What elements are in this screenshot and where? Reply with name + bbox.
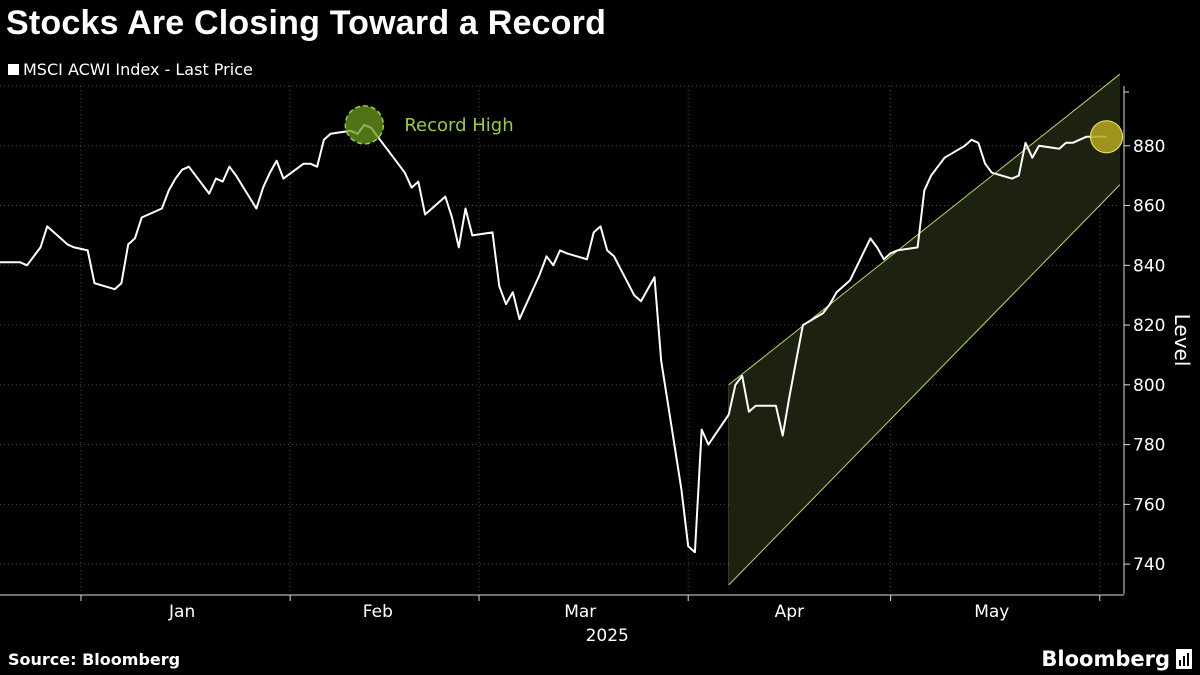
legend-swatch xyxy=(8,64,19,75)
y-tick-label: 840 xyxy=(1133,256,1165,276)
y-tick-label: 860 xyxy=(1133,197,1165,217)
y-tick-label: 820 xyxy=(1133,316,1165,336)
x-tick-label: May xyxy=(974,602,1009,622)
y-tick-label: 740 xyxy=(1133,555,1165,575)
axes: 740 760 780 800 820 840 860 880 Level Jan Feb Mar Ap… xyxy=(0,86,1194,646)
x-tick-label: Jan xyxy=(168,602,195,622)
brand-name: Bloomberg xyxy=(1041,647,1170,671)
legend-label: MSCI ACWI Index - Last Price xyxy=(23,60,253,79)
annotation-markers: Record High xyxy=(344,105,1124,154)
y-tick-label: 880 xyxy=(1133,137,1165,157)
brand-logo: Bloomberg xyxy=(1041,647,1192,671)
bloomberg-chart-icon xyxy=(1176,649,1192,669)
x-year-label: 2025 xyxy=(586,626,629,646)
channel-fill xyxy=(728,74,1120,586)
chart-title: Stocks Are Closing Toward a Record xyxy=(6,4,607,42)
channel-upper-edge xyxy=(728,73,1121,386)
y-tick-label: 780 xyxy=(1133,436,1165,456)
current-level-marker xyxy=(1089,120,1124,154)
series-line xyxy=(0,123,1107,554)
trend-channel xyxy=(728,73,1121,586)
source-note: Source: Bloomberg xyxy=(8,650,181,669)
x-tick-label: Mar xyxy=(564,602,596,622)
series-line-group xyxy=(0,123,1107,554)
record-high-label: Record High xyxy=(404,115,513,136)
x-tick-label: Feb xyxy=(363,602,393,622)
legend: MSCI ACWI Index - Last Price xyxy=(8,60,253,79)
record-high-marker xyxy=(344,105,385,145)
y-tick-label: 800 xyxy=(1133,376,1165,396)
x-tick-label: Apr xyxy=(775,602,804,622)
channel-lower-edge xyxy=(728,184,1121,586)
y-tick-label: 760 xyxy=(1133,495,1165,515)
y-axis-label: Level xyxy=(1170,314,1194,367)
